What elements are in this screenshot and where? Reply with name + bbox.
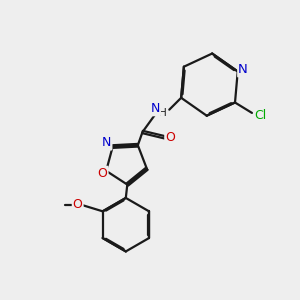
- Text: N: N: [151, 102, 160, 115]
- Text: Cl: Cl: [254, 110, 266, 122]
- Text: O: O: [98, 167, 108, 180]
- Text: H: H: [160, 108, 167, 118]
- Text: N: N: [238, 63, 248, 76]
- Text: O: O: [165, 131, 175, 144]
- Text: N: N: [102, 136, 111, 149]
- Text: O: O: [73, 198, 82, 211]
